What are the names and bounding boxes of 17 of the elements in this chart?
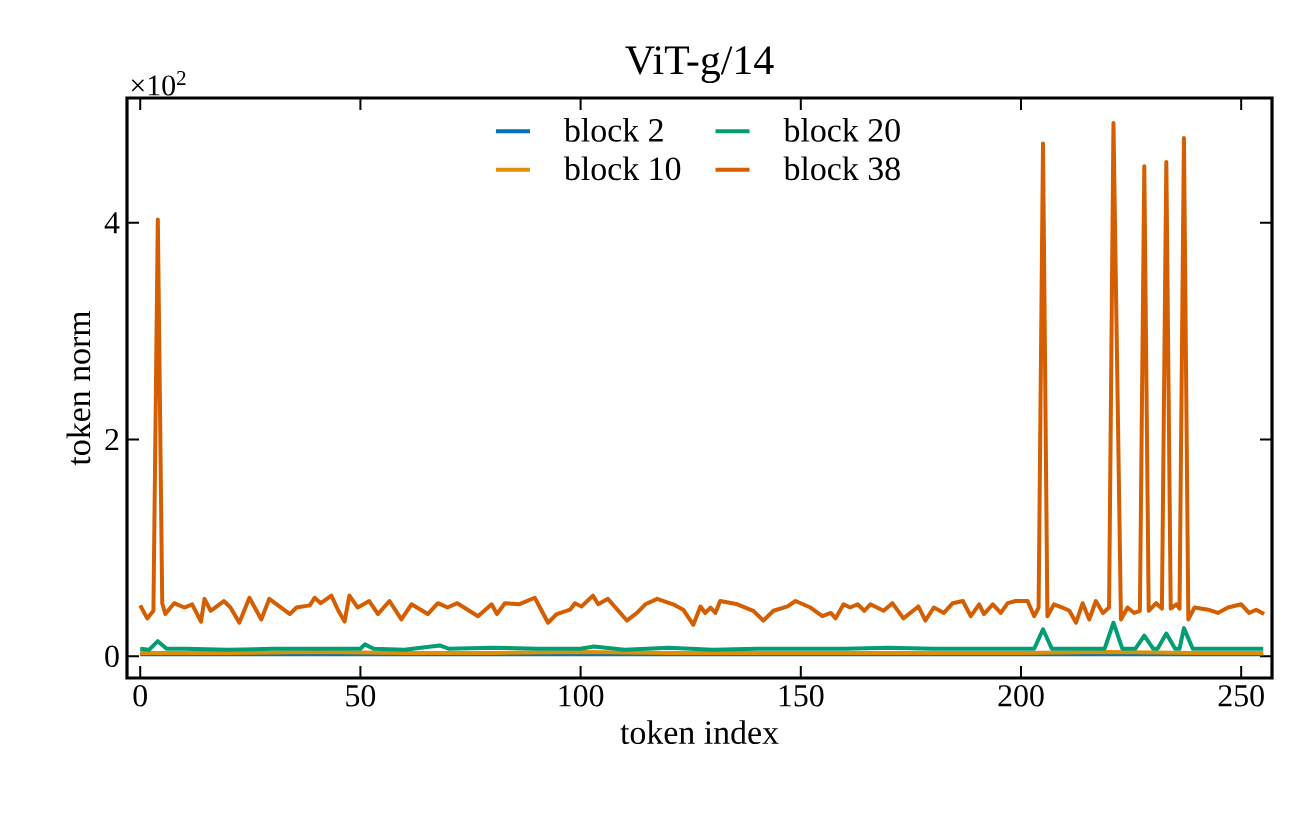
x-tick-label: 150 bbox=[779, 685, 824, 707]
chart-title: ViT-g/14 bbox=[625, 46, 774, 83]
y-tick-label: 0 bbox=[105, 645, 119, 668]
y-axis-title: token norm bbox=[66, 310, 91, 466]
y-tick-label: 2 bbox=[105, 428, 119, 451]
x-tick-label: 100 bbox=[559, 685, 604, 707]
x-tick-label: 200 bbox=[998, 685, 1044, 707]
legend-label: block 10 bbox=[563, 156, 681, 181]
y-tick-label: 4 bbox=[104, 212, 120, 234]
x-tick-label: 0 bbox=[133, 685, 147, 707]
legend-label: block 38 bbox=[783, 156, 900, 181]
legend-label: block 2 bbox=[563, 117, 663, 142]
legend-label: block 20 bbox=[783, 117, 900, 142]
x-tick-label: 50 bbox=[346, 685, 376, 707]
x-axis-title: token index bbox=[620, 720, 779, 745]
text: ×10$^{2}$ bbox=[131, 71, 186, 96]
x-tick-label: 250 bbox=[1218, 685, 1264, 707]
